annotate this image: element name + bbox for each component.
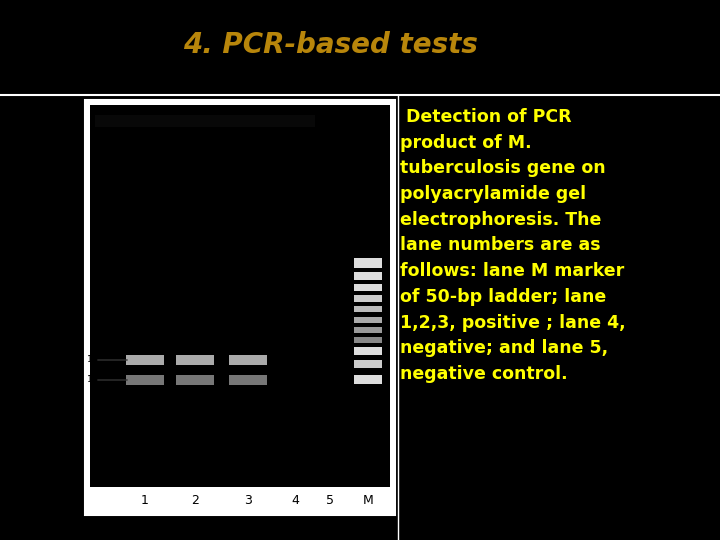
Text: 2: 2 bbox=[191, 495, 199, 508]
Text: M: M bbox=[363, 495, 374, 508]
Bar bbox=[354, 258, 382, 268]
Text: 162bp: 162bp bbox=[87, 355, 116, 364]
Bar bbox=[354, 347, 382, 355]
Bar bbox=[229, 355, 267, 365]
Bar bbox=[354, 360, 382, 368]
Bar bbox=[354, 306, 382, 312]
Bar bbox=[95, 115, 315, 127]
Bar bbox=[176, 375, 214, 385]
Bar bbox=[126, 375, 164, 385]
Text: 123bp: 123bp bbox=[87, 375, 116, 384]
Bar bbox=[90, 105, 390, 487]
Text: 5: 5 bbox=[326, 495, 334, 508]
Text: Detection of PCR
product of M.
tuberculosis gene on
polyacrylamide gel
electroph: Detection of PCR product of M. tuberculo… bbox=[400, 108, 626, 383]
Bar bbox=[354, 317, 382, 323]
Bar bbox=[354, 295, 382, 302]
Bar bbox=[126, 355, 164, 365]
Bar bbox=[176, 355, 214, 365]
Bar bbox=[354, 375, 382, 384]
Bar bbox=[354, 327, 382, 333]
Bar bbox=[85, 100, 395, 515]
Bar bbox=[354, 284, 382, 291]
Text: 4: 4 bbox=[291, 495, 299, 508]
Bar bbox=[354, 337, 382, 343]
Text: 1: 1 bbox=[141, 495, 149, 508]
Bar bbox=[229, 375, 267, 385]
Bar bbox=[354, 272, 382, 280]
Text: 3: 3 bbox=[244, 495, 252, 508]
Text: 4. PCR-based tests: 4. PCR-based tests bbox=[183, 31, 477, 59]
